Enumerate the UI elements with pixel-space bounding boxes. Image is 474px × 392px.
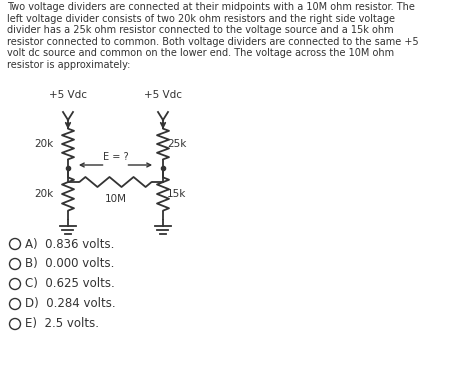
Text: D)  0.284 volts.: D) 0.284 volts. bbox=[25, 298, 116, 310]
Text: 15k: 15k bbox=[167, 189, 186, 199]
Text: E)  2.5 volts.: E) 2.5 volts. bbox=[25, 318, 99, 330]
Text: +5 Vdc: +5 Vdc bbox=[144, 90, 182, 100]
Text: 25k: 25k bbox=[167, 139, 186, 149]
Text: +5 Vdc: +5 Vdc bbox=[49, 90, 87, 100]
Text: 10M: 10M bbox=[104, 194, 127, 204]
Text: A)  0.836 volts.: A) 0.836 volts. bbox=[25, 238, 114, 250]
Text: E = ?: E = ? bbox=[103, 152, 128, 162]
Text: Two voltage dividers are connected at their midpoints with a 10M ohm resistor. T: Two voltage dividers are connected at th… bbox=[7, 2, 419, 70]
Text: C)  0.625 volts.: C) 0.625 volts. bbox=[25, 278, 115, 290]
Text: 20k: 20k bbox=[35, 139, 54, 149]
Text: B)  0.000 volts.: B) 0.000 volts. bbox=[25, 258, 114, 270]
Text: 20k: 20k bbox=[35, 189, 54, 199]
